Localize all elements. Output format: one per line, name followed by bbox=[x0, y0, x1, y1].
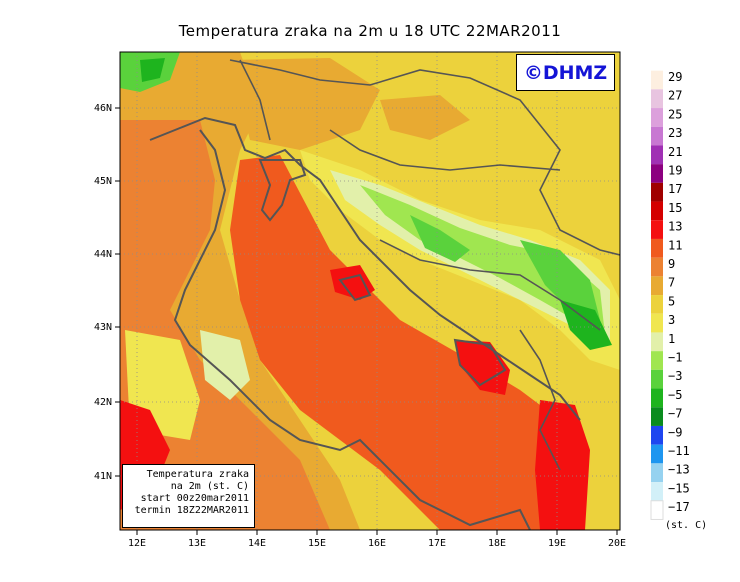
legend-swatch bbox=[651, 257, 663, 277]
legend-label: −1 bbox=[668, 351, 682, 365]
legend-label: 5 bbox=[668, 294, 675, 308]
field-adriatic bbox=[230, 155, 580, 530]
info-line-1: Temperatura zraka bbox=[146, 469, 249, 480]
legend-swatch bbox=[651, 463, 663, 483]
legend-swatch bbox=[651, 295, 663, 314]
x-tick-label: 17E bbox=[428, 538, 446, 549]
legend-label: 3 bbox=[668, 313, 675, 327]
info-line-3: start 00z20mar2011 bbox=[140, 493, 249, 504]
legend-swatch bbox=[651, 482, 663, 501]
dhmz-logo: ©DHMZ bbox=[516, 54, 615, 91]
legend-swatch bbox=[651, 201, 663, 221]
legend-label: −17 bbox=[668, 500, 690, 514]
map-frame bbox=[119, 51, 621, 531]
x-axis: 12E 13E 14E 15E 16E 17E 18E 19E 20E bbox=[128, 530, 626, 549]
y-tick-label: 43N bbox=[94, 322, 112, 333]
field-hot-1 bbox=[330, 265, 375, 300]
legend-unit: (st. C) bbox=[665, 520, 707, 531]
temperature-field bbox=[120, 52, 620, 530]
info-box: Temperatura zraka na 2m (st. C) start 00… bbox=[122, 464, 255, 528]
field-italy-light bbox=[200, 330, 250, 400]
legend-label: −9 bbox=[668, 425, 682, 439]
y-tick-label: 41N bbox=[94, 471, 112, 482]
field-hot-3 bbox=[535, 400, 590, 530]
legend-label: 11 bbox=[668, 238, 682, 252]
field-alps-cold bbox=[140, 58, 165, 82]
legend-swatch bbox=[651, 276, 663, 296]
legend-swatch bbox=[651, 388, 663, 408]
legend-swatch bbox=[651, 108, 663, 127]
legend-label: 1 bbox=[668, 332, 675, 346]
borders bbox=[229, 59, 620, 471]
grid-lines bbox=[120, 52, 620, 530]
y-tick-label: 44N bbox=[94, 249, 112, 260]
legend-swatch bbox=[651, 238, 663, 258]
color-legend: 29 27 25 23 21 19 17 15 13 11 9 7 5 3 1 −1 −3 −5 −7 −9 −11 −1… bbox=[650, 70, 690, 520]
legend-swatch bbox=[651, 369, 663, 389]
legend-label: −15 bbox=[668, 481, 690, 495]
legend-swatch bbox=[651, 444, 663, 464]
map-title: Temperatura zraka na 2m u 18 UTC 22MAR20… bbox=[178, 22, 562, 40]
legend-swatch bbox=[651, 164, 663, 183]
legend-swatch bbox=[651, 89, 663, 109]
legend-swatch bbox=[651, 313, 663, 333]
legend-swatch bbox=[650, 500, 664, 520]
x-tick-label: 14E bbox=[248, 538, 266, 549]
legend-label: 27 bbox=[668, 89, 682, 103]
legend-swatch bbox=[651, 332, 663, 352]
legend-swatch bbox=[651, 425, 663, 445]
field-cold-2 bbox=[520, 240, 600, 320]
x-tick-label: 16E bbox=[368, 538, 386, 549]
legend-label: 21 bbox=[668, 145, 682, 159]
legend-label: 13 bbox=[668, 220, 682, 234]
legend-label: 17 bbox=[668, 182, 682, 196]
x-tick-label: 18E bbox=[488, 538, 506, 549]
x-tick-label: 19E bbox=[548, 538, 566, 549]
legend-label: −11 bbox=[668, 444, 690, 458]
legend-label: 9 bbox=[668, 257, 675, 271]
legend-swatch bbox=[651, 220, 663, 239]
coastlines bbox=[149, 116, 581, 530]
legend-label: 7 bbox=[668, 276, 675, 290]
legend-label: −3 bbox=[668, 369, 682, 383]
y-tick-label: 46N bbox=[94, 103, 112, 114]
legend-label: 15 bbox=[668, 201, 682, 215]
x-tick-label: 13E bbox=[188, 538, 206, 549]
legend-swatch bbox=[651, 70, 663, 90]
x-tick-label: 15E bbox=[308, 538, 326, 549]
legend-swatch bbox=[651, 407, 663, 426]
x-tick-label: 12E bbox=[128, 538, 146, 549]
field-north-2 bbox=[380, 95, 470, 140]
legend-swatch bbox=[651, 126, 663, 146]
info-line-4: termin 18Z22MAR2011 bbox=[134, 505, 249, 516]
field-cold-3 bbox=[560, 300, 612, 350]
legend-label: −7 bbox=[668, 407, 682, 421]
legend-swatch bbox=[651, 351, 663, 370]
legend-label: −13 bbox=[668, 463, 690, 477]
info-line-2: na 2m (st. C) bbox=[170, 481, 249, 492]
y-tick-label: 45N bbox=[94, 176, 112, 187]
legend-swatch bbox=[651, 145, 663, 165]
legend-swatch bbox=[651, 182, 663, 202]
legend-label: 19 bbox=[668, 164, 682, 178]
legend-label: 25 bbox=[668, 107, 682, 121]
legend-label: 23 bbox=[668, 126, 682, 140]
legend-label: 29 bbox=[668, 70, 682, 84]
legend-label: −5 bbox=[668, 388, 682, 402]
x-tick-label: 20E bbox=[608, 538, 626, 549]
y-tick-label: 42N bbox=[94, 397, 112, 408]
field-cold-1 bbox=[410, 215, 470, 262]
y-axis: 46N 45N 44N 43N 42N 41N bbox=[94, 103, 120, 482]
